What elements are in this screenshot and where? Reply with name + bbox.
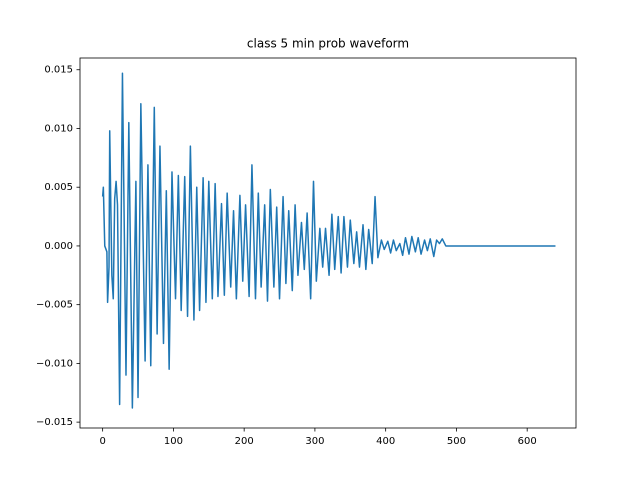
x-tick-label: 0 bbox=[99, 436, 105, 447]
y-tick-label: 0.015 bbox=[44, 65, 73, 76]
y-tick-label: 0.000 bbox=[44, 241, 73, 252]
plot-frame bbox=[79, 57, 577, 429]
y-tick-label: −0.005 bbox=[36, 300, 73, 311]
chart-title: class 5 min prob waveform bbox=[247, 37, 409, 51]
x-tick-label: 300 bbox=[305, 436, 324, 447]
y-tick-label: −0.015 bbox=[36, 417, 73, 428]
y-tick-label: 0.010 bbox=[44, 123, 73, 134]
x-tick-label: 400 bbox=[376, 436, 395, 447]
x-tick-label: 200 bbox=[235, 436, 254, 447]
line-series bbox=[101, 72, 556, 409]
x-tick-label: 600 bbox=[518, 436, 537, 447]
y-tick-label: 0.005 bbox=[44, 182, 73, 193]
y-tick-label: −0.010 bbox=[36, 358, 73, 369]
x-tick-label: 500 bbox=[447, 436, 466, 447]
x-tick-label: 100 bbox=[164, 436, 183, 447]
